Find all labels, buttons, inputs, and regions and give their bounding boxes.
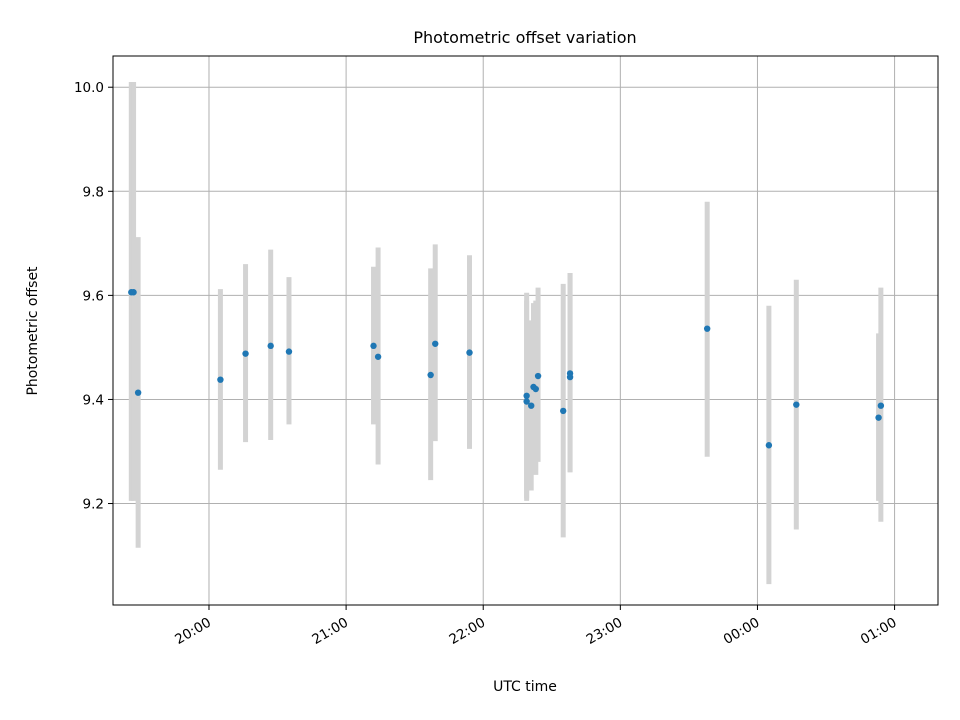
data-point <box>765 442 773 449</box>
data-point <box>793 401 800 408</box>
x-tick-label: 20:00 <box>172 615 214 648</box>
y-axis-label: Photometric offset <box>25 266 41 396</box>
data-point <box>560 407 567 415</box>
x-tick-label: 22:00 <box>447 615 489 648</box>
y-tick-label: 10.0 <box>74 80 104 96</box>
data-point <box>523 392 530 400</box>
data-point <box>875 414 882 421</box>
data-point <box>374 353 382 360</box>
x-axis-label: UTC time <box>493 679 557 695</box>
x-tick-label: 23:00 <box>584 615 626 648</box>
data-point <box>130 289 137 296</box>
data-point <box>242 350 249 357</box>
x-tick-label: 01:00 <box>858 615 900 648</box>
y-tick-label: 9.4 <box>83 392 104 408</box>
data-point <box>466 349 473 356</box>
y-tick-label: 9.8 <box>83 184 104 200</box>
data-point <box>427 371 434 379</box>
data-point <box>523 398 530 405</box>
data-point <box>877 402 885 409</box>
data-point <box>432 340 439 347</box>
chart-title: Photometric offset variation <box>413 28 636 47</box>
plot-frame <box>112 55 939 606</box>
y-axis: 9.2 9.4 9.6 9.8 10.0 <box>74 80 113 513</box>
data-point <box>528 402 535 409</box>
data-point <box>285 348 293 355</box>
data-point <box>534 372 542 380</box>
data-point <box>134 389 142 396</box>
data-point <box>370 342 377 350</box>
x-axis: 20:00 21:00 22:00 23:00 00:00 01:00 <box>172 605 900 648</box>
y-tick-label: 9.6 <box>83 288 104 304</box>
data-point <box>267 342 274 350</box>
y-tick-label: 9.2 <box>83 497 104 513</box>
data-point <box>566 370 574 377</box>
data-point <box>703 325 711 332</box>
data-point <box>532 385 539 393</box>
x-tick-label: 21:00 <box>309 615 351 648</box>
data-point <box>217 376 224 383</box>
x-tick-label: 00:00 <box>721 615 763 648</box>
grid <box>113 56 938 605</box>
data-points <box>128 289 885 449</box>
